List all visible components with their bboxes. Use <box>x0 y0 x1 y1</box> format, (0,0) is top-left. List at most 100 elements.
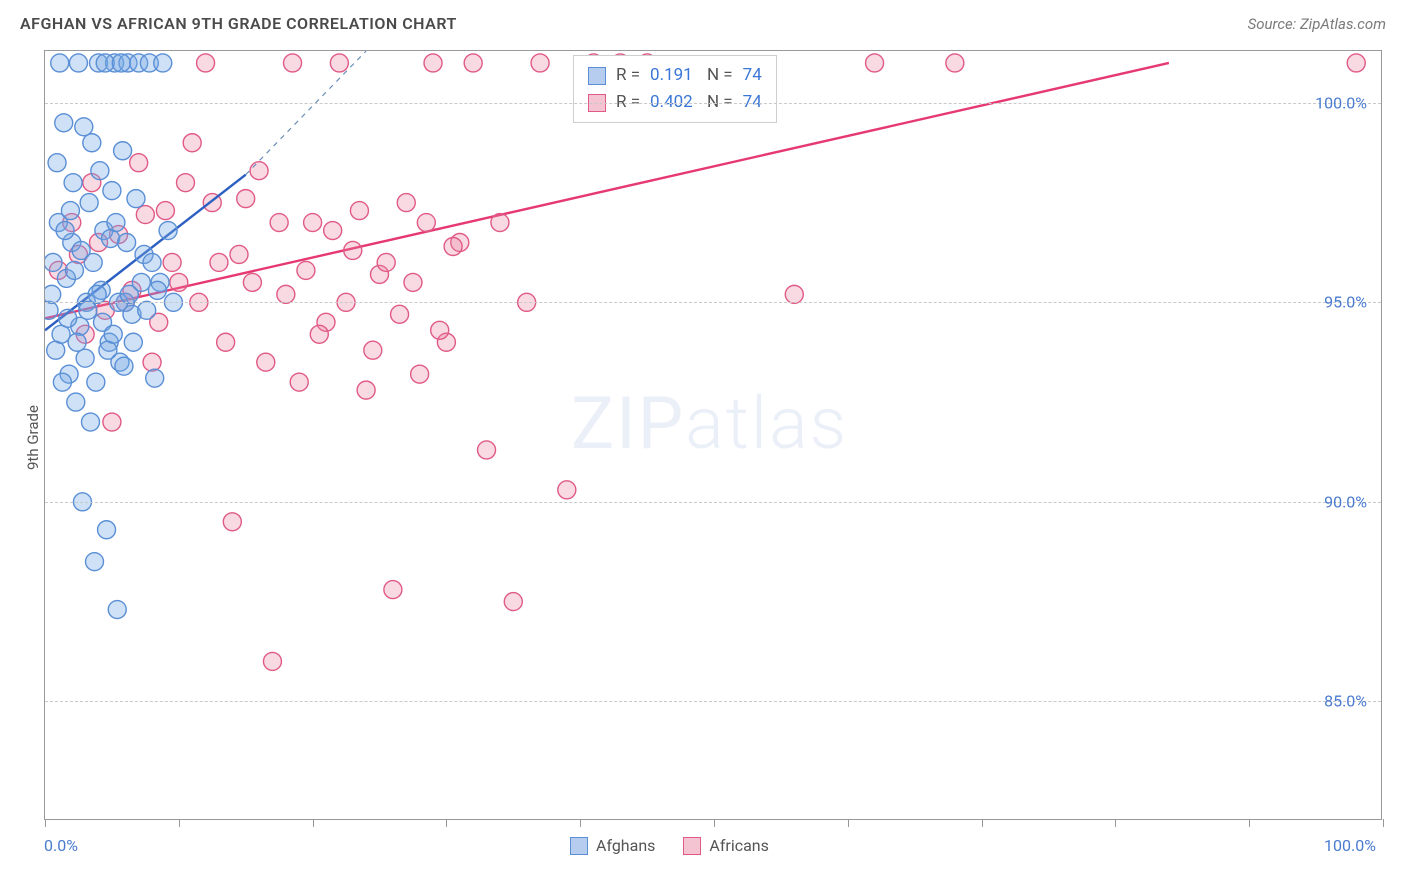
point-africans <box>324 222 342 240</box>
point-afghans <box>143 253 161 271</box>
point-africans <box>504 593 522 611</box>
gridline <box>45 302 1381 303</box>
point-afghans <box>115 357 133 375</box>
point-afghans <box>104 325 122 343</box>
gridline <box>45 701 1381 702</box>
point-afghans <box>45 253 62 271</box>
point-africans <box>284 54 302 72</box>
x-tick <box>1249 819 1250 827</box>
point-afghans <box>55 114 73 132</box>
point-africans <box>357 381 375 399</box>
point-africans <box>558 481 576 499</box>
point-africans <box>397 194 415 212</box>
point-afghans <box>76 349 94 367</box>
point-afghans <box>61 202 79 220</box>
point-afghans <box>99 341 117 359</box>
legend-item-africans: Africans <box>683 836 768 855</box>
point-africans <box>431 321 449 339</box>
legend-label-afghans: Afghans <box>596 836 655 855</box>
y-tick-label: 90.0% <box>1324 492 1367 511</box>
x-tick <box>179 819 180 827</box>
legend-label-africans: Africans <box>709 836 768 855</box>
point-afghans <box>69 54 87 72</box>
point-africans <box>170 273 188 291</box>
point-afghans <box>64 174 82 192</box>
point-afghans <box>59 309 77 327</box>
corr-r-label: R = <box>616 62 640 89</box>
source-label: Source: ZipAtlas.com <box>1248 15 1386 33</box>
point-afghans <box>159 222 177 240</box>
point-africans <box>785 285 803 303</box>
point-afghans <box>114 142 132 160</box>
point-africans <box>404 273 422 291</box>
legend-swatch-afghans <box>570 837 588 855</box>
point-afghans <box>67 393 85 411</box>
point-afghans <box>127 190 145 208</box>
point-africans <box>237 190 255 208</box>
legend-item-afghans: Afghans <box>570 836 655 855</box>
point-afghans <box>45 285 61 303</box>
point-afghans <box>87 373 105 391</box>
x-tick <box>848 819 849 827</box>
x-tick <box>45 819 46 827</box>
point-africans <box>270 214 288 232</box>
point-afghans <box>118 234 136 252</box>
point-afghans <box>56 222 74 240</box>
point-africans <box>103 413 121 431</box>
point-africans <box>391 305 409 323</box>
point-afghans <box>124 333 142 351</box>
scatter-svg <box>45 51 1383 821</box>
point-africans <box>1347 54 1365 72</box>
point-afghans <box>81 413 99 431</box>
legend: Afghans Africans <box>570 836 769 855</box>
point-africans <box>344 241 362 259</box>
corr-n-label: N = <box>703 62 733 89</box>
legend-swatch-africans <box>683 837 701 855</box>
x-axis-min-label: 0.0% <box>44 836 78 855</box>
point-africans <box>531 54 549 72</box>
point-afghans <box>68 333 86 351</box>
point-africans <box>464 54 482 72</box>
gridline <box>45 502 1381 503</box>
y-tick-label: 100.0% <box>1315 93 1367 112</box>
point-africans <box>217 333 235 351</box>
point-afghans <box>83 134 101 152</box>
point-afghans <box>79 301 97 319</box>
point-afghans <box>146 369 164 387</box>
point-africans <box>310 325 328 343</box>
y-tick-label: 95.0% <box>1324 293 1367 312</box>
point-africans <box>176 174 194 192</box>
point-afghans <box>53 373 71 391</box>
y-axis-title: 9th Grade <box>24 405 42 470</box>
point-africans <box>210 253 228 271</box>
point-africans <box>136 206 154 224</box>
point-africans <box>444 237 462 255</box>
point-africans <box>350 202 368 220</box>
plot-area: ZIPatlas R = 0.191 N = 74 R = 0.402 N = … <box>44 50 1382 820</box>
point-afghans <box>148 281 166 299</box>
point-afghans <box>138 301 156 319</box>
point-africans <box>946 54 964 72</box>
point-africans <box>478 441 496 459</box>
point-africans <box>183 134 201 152</box>
point-africans <box>156 202 174 220</box>
point-africans <box>250 162 268 180</box>
point-africans <box>364 341 382 359</box>
point-afghans <box>98 521 116 539</box>
x-tick <box>982 819 983 827</box>
chart-title: AFGHAN VS AFRICAN 9TH GRADE CORRELATION … <box>20 14 457 33</box>
x-axis-max-label: 100.0% <box>1324 836 1376 855</box>
point-afghans <box>48 154 66 172</box>
point-africans <box>277 285 295 303</box>
corr-n-afghans: 74 <box>743 62 762 89</box>
point-afghans <box>88 285 106 303</box>
point-afghans <box>154 54 172 72</box>
point-africans <box>384 581 402 599</box>
point-africans <box>163 253 181 271</box>
point-afghans <box>132 273 150 291</box>
gridline <box>45 103 1381 104</box>
point-africans <box>197 54 215 72</box>
point-africans <box>377 253 395 271</box>
point-afghans <box>80 194 98 212</box>
point-africans <box>304 214 322 232</box>
